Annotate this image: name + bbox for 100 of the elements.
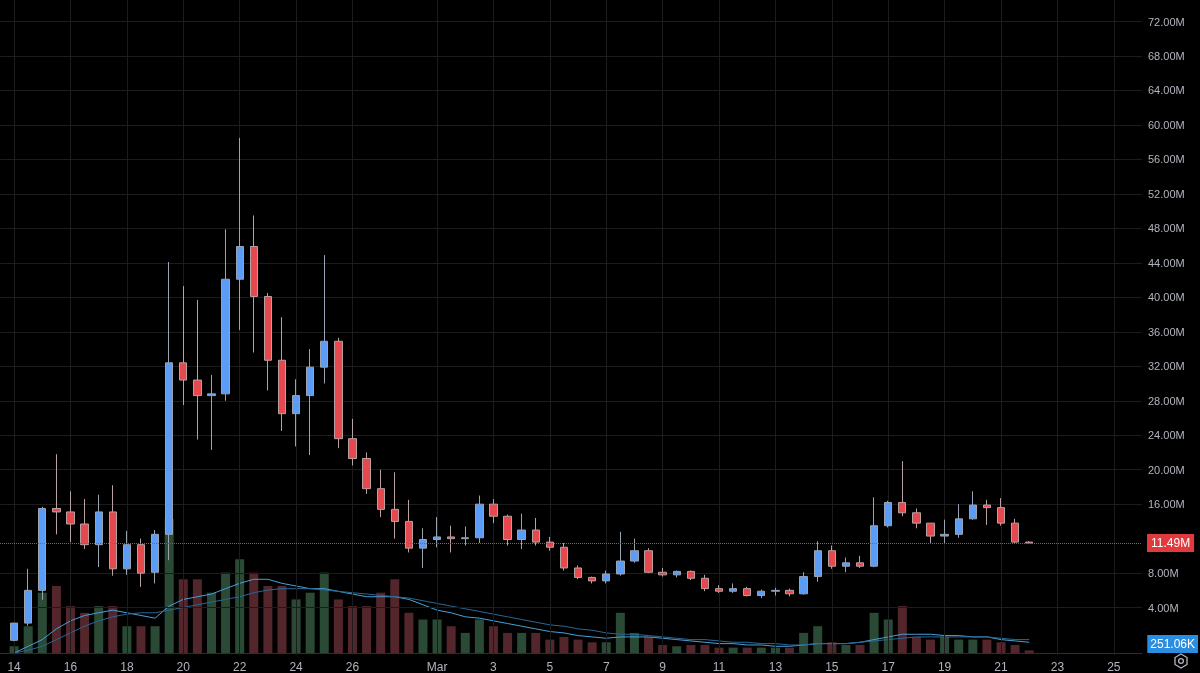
- bar: [841, 644, 851, 653]
- bar: [488, 626, 498, 653]
- candlestick: [137, 538, 145, 588]
- y-tick-label: 40.00M: [1148, 291, 1185, 304]
- bar: [80, 612, 90, 653]
- x-tick-label: Mar: [426, 660, 448, 673]
- bar: [390, 579, 400, 653]
- candlestick: [151, 529, 159, 584]
- candlestick: [391, 471, 399, 540]
- y-tick-label: 52.00M: [1148, 187, 1185, 200]
- bar: [573, 639, 583, 653]
- x-tick-label: 14: [7, 660, 22, 673]
- candlestick: [757, 589, 765, 599]
- candlestick: [433, 516, 441, 548]
- candlestick: [362, 451, 371, 495]
- text: 251.06K: [1150, 637, 1196, 651]
- bar: [742, 647, 752, 653]
- candlestick: [278, 316, 286, 432]
- y-tick-label: 20.00M: [1148, 463, 1185, 476]
- candlestick: [715, 584, 723, 594]
- y-tick-label: 8.00M: [1148, 567, 1179, 580]
- candlestick: [320, 254, 328, 385]
- candlestick: [461, 526, 469, 547]
- candlestick: [602, 570, 610, 584]
- bar: [206, 592, 216, 653]
- candlestick: [66, 490, 75, 543]
- candlestick: [546, 536, 554, 552]
- y-tick-label: 64.00M: [1148, 84, 1185, 97]
- candlestick: [179, 285, 187, 406]
- bar: [686, 644, 696, 653]
- candlestick: [743, 586, 751, 597]
- bar: [94, 606, 104, 653]
- bar: [615, 612, 625, 653]
- candlestick: [10, 622, 18, 642]
- bar: [968, 639, 978, 653]
- bar: [996, 642, 1006, 653]
- bar: [1024, 650, 1034, 653]
- candlestick: [926, 522, 935, 544]
- y-tick-label: 36.00M: [1148, 325, 1185, 338]
- candlestick: [80, 498, 89, 550]
- y-tick-label: 28.00M: [1148, 394, 1185, 407]
- candlestick: [940, 519, 949, 545]
- y-tick-label: 56.00M: [1148, 153, 1185, 166]
- candlestick: [207, 374, 216, 451]
- candlestick: [799, 571, 808, 596]
- ref-line-label: 11.49M: [1151, 536, 1191, 551]
- x-tick-label: 18: [120, 660, 134, 673]
- bar: [418, 619, 428, 653]
- candlestick: [658, 567, 667, 578]
- candlestick: [616, 531, 625, 577]
- candlestick: [729, 582, 737, 594]
- bar: [404, 612, 414, 653]
- candlestick: [870, 496, 878, 568]
- x-tick-label: 3: [490, 660, 498, 673]
- bar: [982, 639, 992, 653]
- y-tick-label: 44.00M: [1148, 256, 1185, 269]
- bar: [672, 646, 682, 653]
- bar: [51, 586, 61, 653]
- x-tick-label: 16: [63, 660, 78, 673]
- candlestick: [52, 453, 61, 535]
- candlestick: [955, 503, 963, 539]
- candlestick: [912, 507, 921, 529]
- x-tick-label: 9: [659, 660, 667, 673]
- candlestick: [475, 495, 484, 544]
- candlestick: [814, 540, 822, 583]
- candlestick: [560, 542, 568, 572]
- candlestick: [1011, 518, 1019, 545]
- candlestick: [306, 348, 314, 456]
- candlestick: [419, 527, 427, 569]
- candlestick: [983, 499, 991, 526]
- bar: [474, 619, 484, 653]
- x-tick-label: 26: [345, 660, 360, 673]
- bar: [192, 579, 202, 653]
- bar: [869, 612, 879, 653]
- bar: [644, 636, 654, 653]
- x-tick-label: 5: [546, 660, 554, 673]
- x-tick-label: 15: [825, 660, 839, 673]
- candlestick: [517, 513, 526, 550]
- candlestick: [785, 588, 794, 597]
- bar: [531, 632, 541, 653]
- candlestick: [334, 337, 343, 449]
- candlestick: [588, 576, 596, 584]
- candlestick: [644, 547, 653, 574]
- y-tick-label: 24.00M: [1148, 429, 1185, 442]
- bar: [362, 606, 372, 653]
- candlestick: [95, 494, 103, 568]
- candlestick: [630, 538, 639, 564]
- candlestick: [673, 570, 681, 578]
- bar: [108, 606, 118, 653]
- candlestick: [377, 469, 385, 518]
- bar: [700, 644, 710, 653]
- bar: [263, 586, 273, 653]
- bar: [897, 606, 907, 653]
- bar: [503, 632, 513, 653]
- bar: [601, 642, 611, 653]
- bar: [319, 572, 329, 653]
- candlestick: [898, 460, 906, 517]
- candlestick: [489, 498, 498, 524]
- bar: [728, 647, 738, 653]
- candlestick: [856, 555, 864, 569]
